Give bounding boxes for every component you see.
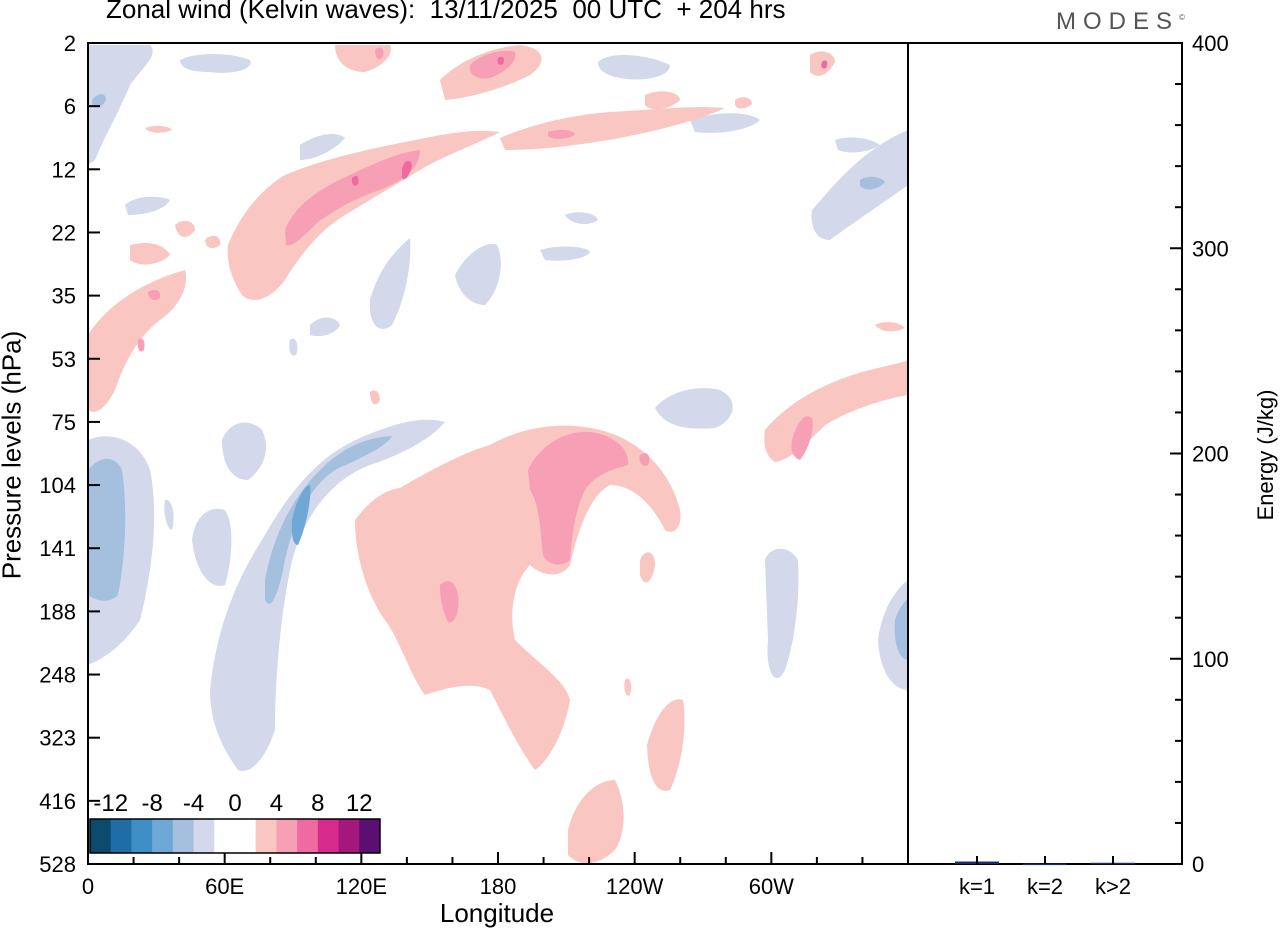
longitude-axis: 0 60E 120E 180 120W 60W	[82, 852, 909, 899]
energy-bar	[1023, 863, 1067, 866]
colorbar-label: 4	[270, 790, 283, 817]
colorbar-label: -8	[141, 790, 162, 817]
energy-axis-label: Energy (J/kg)	[1253, 389, 1278, 521]
colorbar: -12 -8 -4 0 4 8 12	[89, 790, 381, 854]
colorbar-swatch	[172, 819, 195, 853]
y-tick-label: 6	[64, 94, 76, 119]
negative-contours-core	[291, 485, 311, 545]
chart-title: Zonal wind (Kelvin waves): 13/11/2025 00…	[106, 0, 786, 24]
colorbar-frame	[89, 818, 381, 854]
energy-tick-label: 300	[1192, 236, 1229, 261]
y-tick-label: 323	[39, 726, 76, 751]
energy-tick-label: 400	[1192, 31, 1229, 56]
colorbar-swatch	[110, 819, 132, 853]
y-tick-label: 53	[52, 347, 76, 372]
contour-field	[88, 45, 908, 864]
colorbar-swatch	[297, 819, 319, 853]
positive-contours-strong	[137, 47, 813, 623]
colorbar-swatch	[276, 819, 298, 853]
x-axis-label: Longitude	[439, 898, 555, 928]
y-tick-label: 2	[64, 31, 76, 56]
colorbar-swatch	[131, 819, 153, 853]
colorbar-swatch	[152, 819, 174, 853]
positive-contours-core	[351, 56, 828, 186]
colorbar-swatch	[193, 819, 215, 853]
energy-category-label: k=1	[959, 874, 995, 899]
x-tick-label: 180	[480, 874, 517, 899]
colorbar-label: -12	[93, 790, 128, 817]
brand-logo: MODES©	[1056, 8, 1185, 36]
colorbar-swatch	[90, 819, 112, 853]
y-tick-label: 104	[39, 473, 76, 498]
y-tick-label: 75	[52, 410, 76, 435]
colorbar-swatch	[235, 819, 257, 853]
x-tick-label: 120E	[336, 874, 387, 899]
y-tick-label: 12	[52, 157, 76, 182]
x-tick-label: 60E	[205, 874, 244, 899]
y-tick-label: 248	[39, 663, 76, 688]
colorbar-label: 12	[346, 790, 373, 817]
colorbar-swatch	[255, 819, 277, 853]
y-tick-label: 188	[39, 599, 76, 624]
y-tick-label: 528	[39, 852, 76, 877]
energy-tick-label: 0	[1192, 852, 1204, 877]
pressure-axis: 2 6 12 22 35 53 75 104 141 188 248 323 416 528	[39, 31, 100, 877]
energy-axis: 0 100 200 300 400	[1170, 31, 1229, 877]
brand-copyright: ©	[1179, 13, 1185, 22]
x-tick-label: 0	[82, 874, 94, 899]
colorbar-label: 0	[228, 790, 241, 817]
colorbar-swatch	[338, 819, 360, 853]
x-tick-label: 120W	[606, 874, 664, 899]
energy-panel-frame	[907, 42, 1183, 865]
colorbar-swatch	[317, 819, 340, 853]
energy-tick-label: 100	[1192, 647, 1229, 672]
negative-contours	[88, 45, 908, 771]
energy-category-label: k>2	[1095, 874, 1131, 899]
brand-name: MODES	[1056, 8, 1180, 35]
colorbar-swatch	[359, 819, 381, 853]
y-tick-label: 35	[52, 284, 76, 309]
negative-contours-strong	[88, 94, 908, 660]
energy-category-label: k=2	[1027, 874, 1063, 899]
colorbar-label: -4	[183, 790, 204, 817]
y-tick-label: 416	[39, 789, 76, 814]
energy-bars: k=1 k=2 k>2	[955, 856, 1135, 899]
colorbar-label: 8	[311, 790, 324, 817]
y-axis-label: Pressure levels (hPa)	[0, 330, 27, 580]
colorbar-swatch	[214, 819, 236, 853]
x-tick-label: 60W	[749, 874, 794, 899]
energy-tick-label: 200	[1192, 442, 1229, 467]
y-tick-label: 22	[52, 220, 76, 245]
y-tick-label: 141	[39, 536, 76, 561]
positive-contours	[88, 45, 908, 864]
